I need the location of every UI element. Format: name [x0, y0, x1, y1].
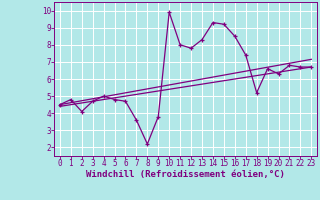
X-axis label: Windchill (Refroidissement éolien,°C): Windchill (Refroidissement éolien,°C) — [86, 170, 285, 179]
